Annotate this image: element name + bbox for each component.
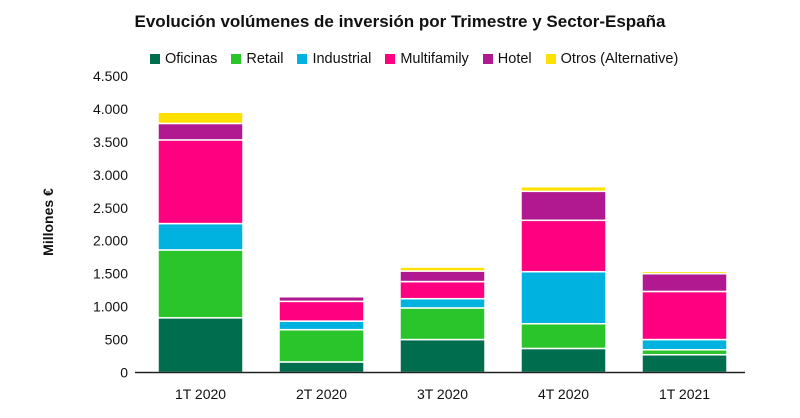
y-tick-label: 4.000 <box>93 101 128 117</box>
y-tick-label: 0 <box>120 365 128 381</box>
bar-segment <box>641 338 728 351</box>
y-tick-label: 2.000 <box>93 233 128 249</box>
bar-segment <box>641 290 728 341</box>
legend-item: Multifamily <box>385 51 469 67</box>
bar-segment <box>157 249 244 319</box>
bar-segment <box>399 297 486 309</box>
bar-segment <box>520 270 607 325</box>
bar-segment <box>278 295 365 298</box>
y-tick-label: 500 <box>105 332 129 348</box>
bar-segment <box>399 338 486 374</box>
bar-segment <box>399 266 486 272</box>
bar-segment <box>641 353 728 374</box>
y-tick-label: 1.500 <box>93 266 128 282</box>
bar-segment <box>520 185 607 193</box>
legend-swatch <box>482 54 493 64</box>
bar-segment <box>520 322 607 350</box>
legend-item: Industrial <box>297 51 371 67</box>
x-tick-label: 4T 2020 <box>538 386 589 402</box>
legend-item: Retail <box>231 51 283 67</box>
legend-item: Hotel <box>482 51 532 67</box>
y-tick-label: 3.500 <box>93 134 128 150</box>
y-tick-label: 1.000 <box>93 299 128 315</box>
chart-title: Evolución volúmenes de inversión por Tri… <box>134 12 666 31</box>
legend-swatch <box>150 54 160 64</box>
legend-label: Otros (Alternative) <box>560 51 679 67</box>
bar-segment <box>520 190 607 222</box>
bar-segment <box>399 270 486 283</box>
legend-label: Multifamily <box>400 51 469 67</box>
legend-swatch <box>545 54 556 64</box>
bar-segment <box>399 280 486 300</box>
legend: Oficinas Retail Industrial Multifamily Hotel… <box>150 51 678 67</box>
bar-segment <box>157 122 244 141</box>
legend-label: Retail <box>246 51 284 67</box>
bar-segment <box>157 317 244 374</box>
x-tick-label: 2T 2020 <box>296 386 347 402</box>
bar-segment <box>278 361 365 374</box>
legend-label: Oficinas <box>165 51 218 67</box>
bar-segment <box>157 111 244 125</box>
legend-item: Oficinas <box>150 51 217 67</box>
legend-label: Industrial <box>312 51 372 67</box>
legend-swatch <box>297 54 308 64</box>
bar-segment <box>157 222 244 251</box>
bar-segment <box>641 272 728 293</box>
bar-segment <box>157 139 244 225</box>
bar-segment <box>520 347 607 374</box>
legend-label: Hotel <box>497 51 532 67</box>
legend-swatch <box>385 54 396 64</box>
bar-segment <box>399 307 486 341</box>
legend-swatch <box>231 54 242 64</box>
bar-segment <box>278 320 365 331</box>
bar-segment <box>641 270 728 275</box>
bar-segment <box>278 328 365 363</box>
x-tick-label: 1T 2020 <box>175 386 226 402</box>
y-tick-label: 3.000 <box>93 167 128 183</box>
legend-item: Otros (Alternative) <box>545 51 679 67</box>
y-tick-label: 2.500 <box>93 200 128 216</box>
y-tick-label: 4.500 <box>93 68 128 84</box>
x-tick-label: 3T 2020 <box>417 386 468 402</box>
bar-segment <box>278 300 365 322</box>
bar-segment <box>520 219 607 273</box>
x-tick-label: 1T 2021 <box>659 386 710 402</box>
